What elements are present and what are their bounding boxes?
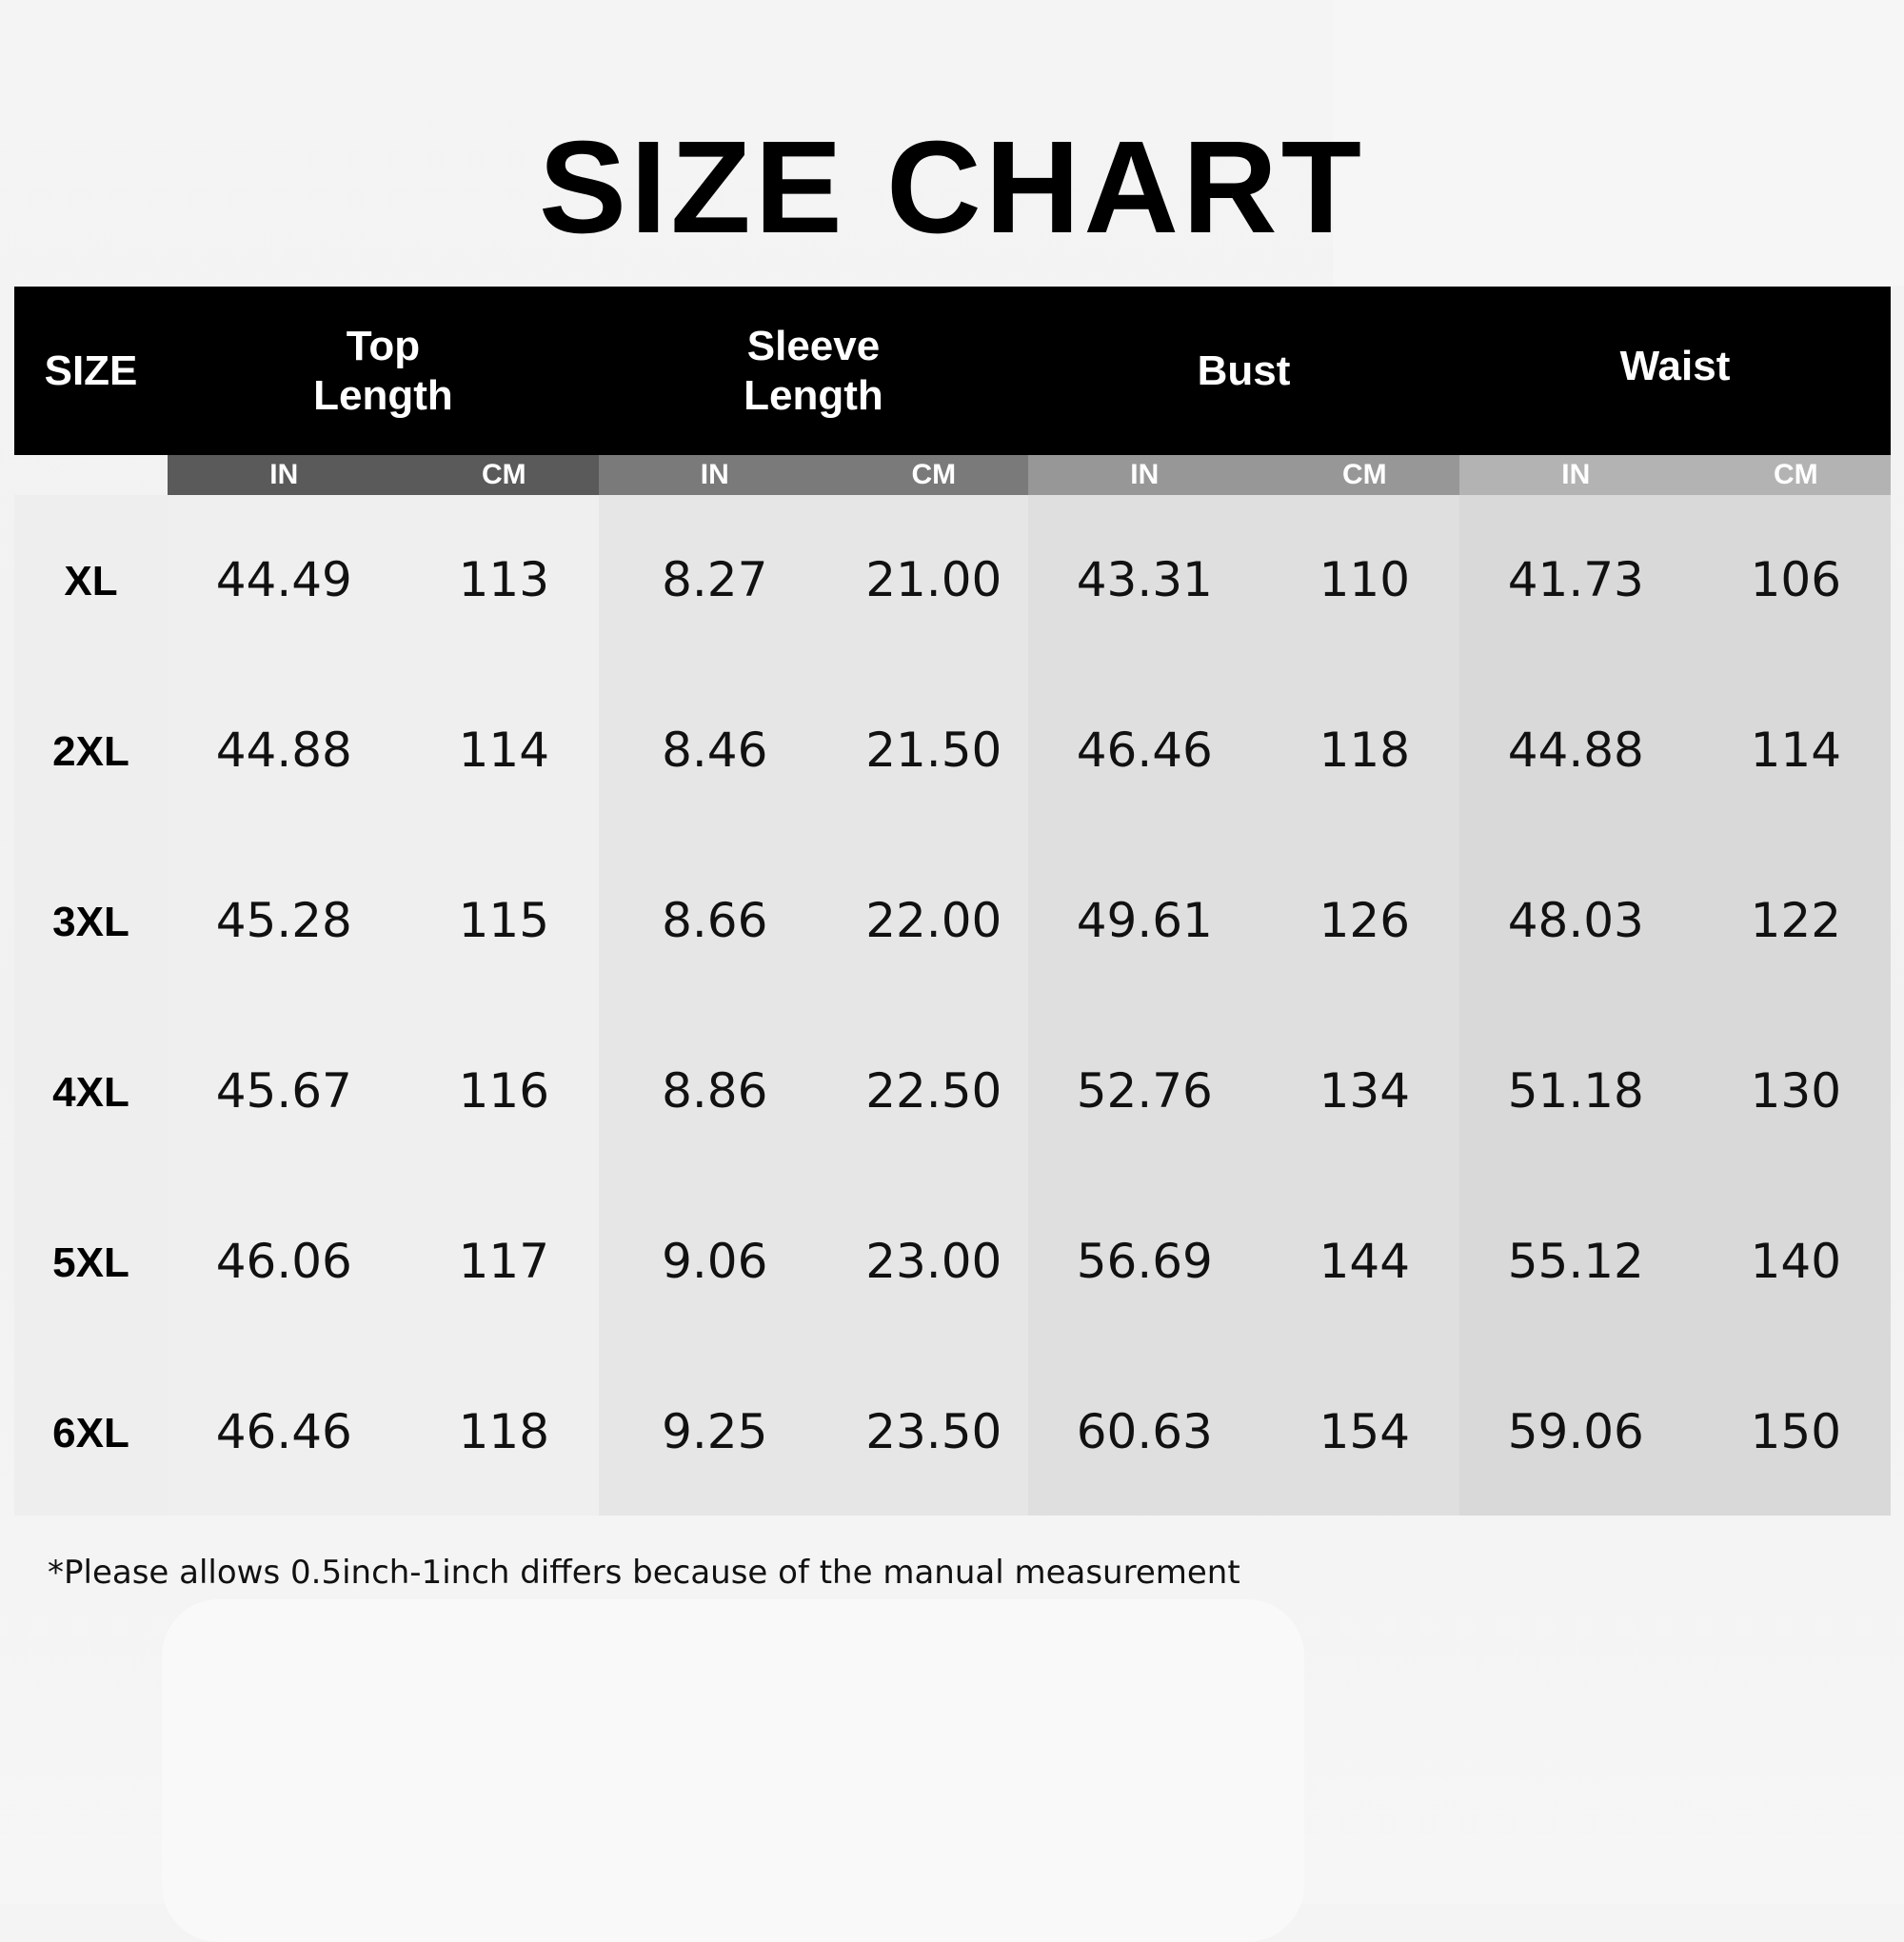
table-cell: 22.00: [865, 893, 1002, 948]
header-bust: Bust: [1028, 287, 1459, 455]
unit-subheader: [1459, 455, 1891, 495]
table-cell: 44.88: [215, 723, 352, 778]
table-cell: 45.28: [215, 893, 352, 948]
header-sleeve-length: Sleeve Length: [599, 287, 1028, 455]
unit-label-cm: CM: [911, 459, 957, 490]
table-cell: 51.18: [1507, 1063, 1644, 1119]
table-header: SIZE Top Length Sleeve Length Bust Waist: [14, 287, 1891, 455]
data-column: [1459, 495, 1891, 1516]
header-line: Bust: [1197, 347, 1291, 394]
data-column: [599, 495, 1028, 1516]
table-cell: 113: [458, 552, 550, 607]
background-sofa: [162, 1599, 1304, 1942]
table-cell: 130: [1750, 1063, 1842, 1119]
size-label: 2XL: [52, 728, 129, 775]
size-label: 4XL: [52, 1069, 129, 1116]
table-cell: 46.46: [1076, 723, 1213, 778]
table-cell: 44.88: [1507, 723, 1644, 778]
table-cell: 46.46: [215, 1404, 352, 1459]
size-column: [14, 495, 168, 1516]
unit-subheader: [1028, 455, 1459, 495]
table-cell: 56.69: [1076, 1234, 1213, 1289]
header-top-length: Top Length: [168, 287, 599, 455]
page-title: SIZE CHART: [539, 114, 1365, 261]
unit-subheader: [168, 455, 599, 495]
size-label: XL: [64, 558, 118, 604]
unit-label-in: IN: [269, 459, 299, 490]
table-cell: 60.63: [1076, 1404, 1213, 1459]
table-cell: 9.06: [662, 1234, 768, 1289]
footnote: *Please allows 0.5inch-1inch differs bec…: [48, 1554, 1240, 1592]
table-cell: 43.31: [1076, 552, 1213, 607]
table-cell: 110: [1319, 552, 1411, 607]
table-cell: 21.00: [865, 552, 1002, 607]
unit-label-cm: CM: [1774, 459, 1818, 490]
table-cell: 22.50: [865, 1063, 1002, 1119]
table-cell: 118: [1319, 723, 1411, 778]
table-cell: 8.86: [662, 1063, 768, 1119]
table-cell: 59.06: [1507, 1404, 1644, 1459]
unit-label-in: IN: [1561, 459, 1591, 490]
table-cell: 134: [1319, 1063, 1411, 1119]
header-line: Length: [313, 371, 453, 419]
table-cell: 41.73: [1507, 552, 1644, 607]
unit-label-cm: CM: [1342, 459, 1387, 490]
header-line: Top: [346, 322, 421, 369]
table-cell: 144: [1319, 1234, 1411, 1289]
table-cell: 122: [1750, 893, 1842, 948]
table-cell: 23.50: [865, 1404, 1002, 1459]
table-cell: 126: [1319, 893, 1411, 948]
table-cell: 8.66: [662, 893, 768, 948]
data-column: [168, 495, 599, 1516]
data-column: [1028, 495, 1459, 1516]
table-cell: 55.12: [1507, 1234, 1644, 1289]
table-cell: 150: [1750, 1404, 1842, 1459]
header-line: Length: [744, 371, 883, 419]
table-cell: 8.46: [662, 723, 768, 778]
size-label: 6XL: [52, 1410, 129, 1456]
table-cell: 115: [458, 893, 550, 948]
header-size: SIZE: [44, 347, 138, 394]
table-cell: 117: [458, 1234, 550, 1289]
table-cell: 114: [458, 723, 550, 778]
size-label: 3XL: [52, 899, 129, 945]
table-cell: 114: [1750, 723, 1842, 778]
table-cell: 44.49: [215, 552, 352, 607]
table-cell: 118: [458, 1404, 550, 1459]
table-cell: 8.27: [662, 552, 768, 607]
unit-label-in: IN: [700, 459, 729, 490]
table-cell: 140: [1750, 1234, 1842, 1289]
header-line: Sleeve: [746, 322, 881, 369]
table-cell: 154: [1319, 1404, 1411, 1459]
table-cell: 48.03: [1507, 893, 1644, 948]
unit-label-in: IN: [1130, 459, 1160, 490]
table-cell: 116: [458, 1063, 550, 1119]
table-cell: 21.50: [865, 723, 1002, 778]
table-cell: 49.61: [1076, 893, 1213, 948]
table-cell: 52.76: [1076, 1063, 1213, 1119]
table-cell: 106: [1750, 552, 1842, 607]
unit-subheader: [599, 455, 1028, 495]
table-cell: 45.67: [215, 1063, 352, 1119]
table-cell: 9.25: [662, 1404, 768, 1459]
background-panel: [1333, 0, 1904, 286]
header-line: Waist: [1619, 342, 1731, 389]
unit-label-cm: CM: [482, 459, 526, 490]
table-cell: 23.00: [865, 1234, 1002, 1289]
table-cell: 46.06: [215, 1234, 352, 1289]
header-waist: Waist: [1459, 287, 1891, 455]
size-label: 5XL: [52, 1239, 129, 1286]
